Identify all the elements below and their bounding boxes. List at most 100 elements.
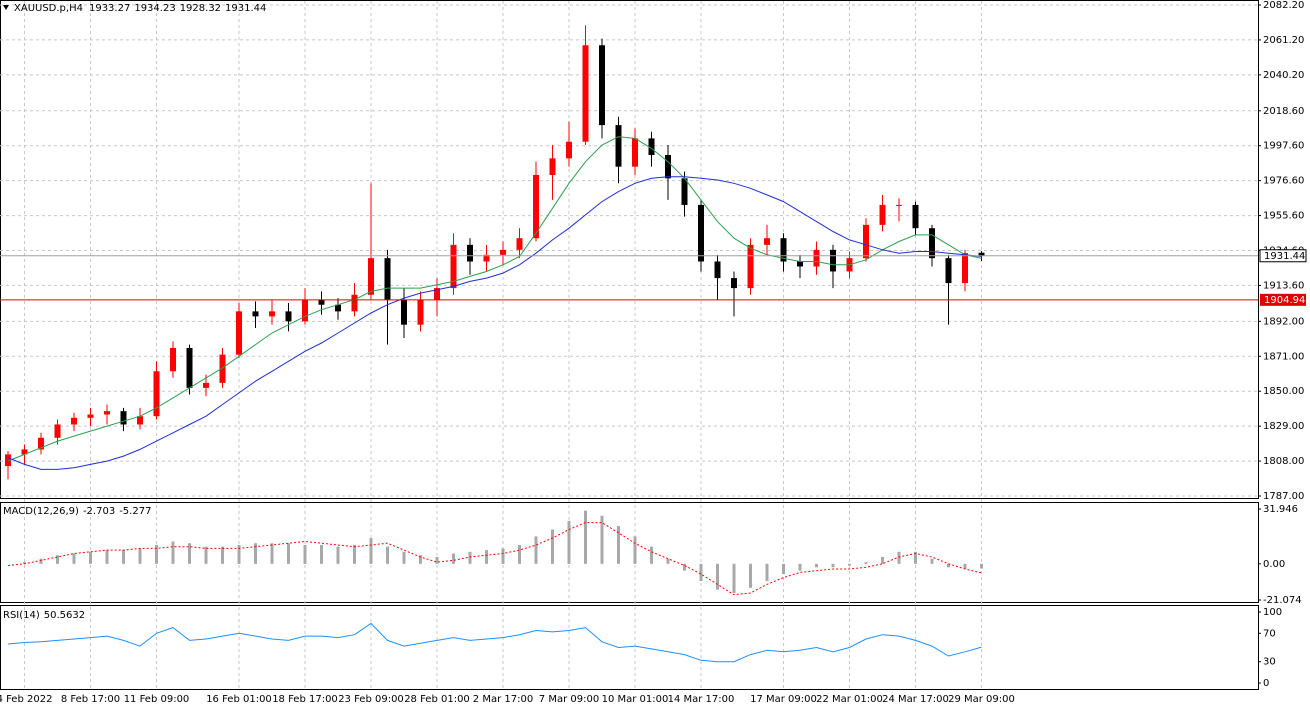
candle-body — [54, 424, 61, 438]
signal-line — [7, 522, 982, 596]
candle-body — [450, 244, 457, 289]
x-tick-label: 22 Mar 01:00 — [816, 694, 883, 705]
candle-body — [186, 347, 193, 388]
candle-body — [912, 204, 919, 229]
candle-body — [434, 288, 440, 300]
y-tick-label: 1871.00 — [1263, 351, 1304, 362]
candle-body — [681, 178, 688, 205]
candle-body — [302, 299, 308, 322]
rsi-frame — [0, 605, 1259, 690]
price-label: 1931.44 — [1264, 251, 1305, 262]
x-tick-label: 7 Mar 09:00 — [539, 694, 599, 705]
y-tick-label: 1997.60 — [1263, 141, 1304, 152]
rsi-line — [7, 622, 982, 663]
candle-body — [483, 254, 490, 262]
rsi-title: RSI(14) — [3, 610, 40, 621]
candle-body — [879, 204, 886, 225]
candle-body — [384, 258, 391, 300]
macd-title: MACD(12,26,9) — [3, 506, 79, 517]
x-tick-label: 4 Feb 2022 — [0, 694, 52, 705]
grid — [0, 1, 1258, 689]
level-label-box — [1260, 293, 1306, 306]
candle-body — [87, 414, 94, 418]
candle-body — [368, 258, 374, 295]
y-tick-label: 2082.20 — [1263, 0, 1304, 11]
low: 1928.32 — [180, 3, 221, 14]
candle-body — [731, 278, 737, 289]
candle-body — [351, 294, 358, 312]
candle-body — [467, 244, 473, 262]
y-tick-label: 2018.60 — [1263, 106, 1304, 117]
candle-body — [632, 138, 638, 167]
candle-body — [203, 382, 209, 388]
candle-body — [599, 45, 605, 126]
x-tick-label: 2 Mar 17:00 — [473, 694, 533, 705]
rsi-value: 50.5632 — [44, 610, 85, 621]
y-tick-label: 0.00 — [1263, 559, 1285, 570]
y-tick-label: 1913.60 — [1263, 280, 1304, 291]
candle-body — [417, 299, 424, 325]
x-tick-label: 29 Mar 09:00 — [948, 694, 1015, 705]
signal-value: -5.277 — [119, 506, 151, 517]
candle-body — [962, 253, 968, 284]
candle-body — [533, 174, 539, 239]
menu-arrow[interactable] — [3, 5, 9, 10]
y-tick-label: 2040.20 — [1263, 70, 1304, 81]
y-tick-label: 1892.00 — [1263, 316, 1304, 327]
y-tick-label: 1829.00 — [1263, 421, 1304, 432]
x-tick-label: 28 Feb 01:00 — [404, 694, 470, 705]
x-tick-label: 17 Mar 09:00 — [750, 694, 817, 705]
candle-body — [945, 258, 952, 284]
candle-body — [318, 299, 325, 305]
candle-body — [648, 138, 655, 156]
candle-body — [137, 416, 143, 425]
candle-body — [615, 125, 622, 167]
candle-body — [566, 141, 572, 159]
candle-body — [830, 249, 836, 272]
main-frame — [0, 0, 1259, 499]
candle-body — [500, 249, 506, 255]
x-tick-label: 16 Feb 01:00 — [206, 694, 272, 705]
open: 1933.27 — [89, 3, 130, 14]
candle-body — [582, 45, 589, 142]
candle-body — [401, 299, 407, 325]
candle-body — [896, 204, 902, 206]
candle-body — [71, 417, 77, 425]
x-tick-label: 10 Mar 01:00 — [602, 694, 669, 705]
y-tick-label: 1850.00 — [1263, 386, 1304, 397]
y-tick-label: 70 — [1263, 628, 1276, 639]
candle-body — [236, 311, 242, 355]
y-tick-label: 1976.60 — [1263, 176, 1304, 187]
candle-body — [285, 311, 292, 322]
x-tick-label: 8 Feb 17:00 — [61, 694, 120, 705]
candle-body — [549, 158, 556, 175]
y-tick-label: 1787.00 — [1263, 491, 1304, 502]
symbol: XAUUSD.p,H4 — [14, 3, 83, 14]
x-tick-label: 24 Mar 17:00 — [882, 694, 949, 705]
x-tick-label: 14 Mar 17:00 — [668, 694, 735, 705]
candle-body — [38, 437, 44, 450]
candle-body — [780, 238, 787, 262]
high: 1934.23 — [134, 3, 175, 14]
macd-frame — [0, 502, 1259, 603]
candle-body — [269, 311, 275, 317]
x-tick-label: 18 Feb 17:00 — [272, 694, 338, 705]
candle-body — [863, 224, 869, 259]
price-label-box — [1259, 249, 1307, 263]
y-tick-label: 1808.00 — [1263, 456, 1304, 467]
macd-header: MACD(12,26,9) -2.703 -5.277 — [3, 506, 151, 517]
candle-body — [219, 354, 226, 383]
y-tick-label: 2061.20 — [1263, 35, 1304, 46]
y-tick-label: 100 — [1263, 607, 1282, 618]
level-label: 1904.94 — [1264, 295, 1305, 306]
candle-body — [665, 155, 671, 179]
main-header: XAUUSD.p,H4 1933.27 1934.23 1928.32 1931.44 — [14, 3, 266, 14]
candle-body — [714, 261, 721, 279]
candle-body — [170, 347, 176, 372]
candle-body — [978, 252, 985, 256]
candle-body — [153, 371, 160, 417]
x-tick-label: 11 Feb 09:00 — [124, 694, 190, 705]
marks — [0, 25, 1258, 663]
